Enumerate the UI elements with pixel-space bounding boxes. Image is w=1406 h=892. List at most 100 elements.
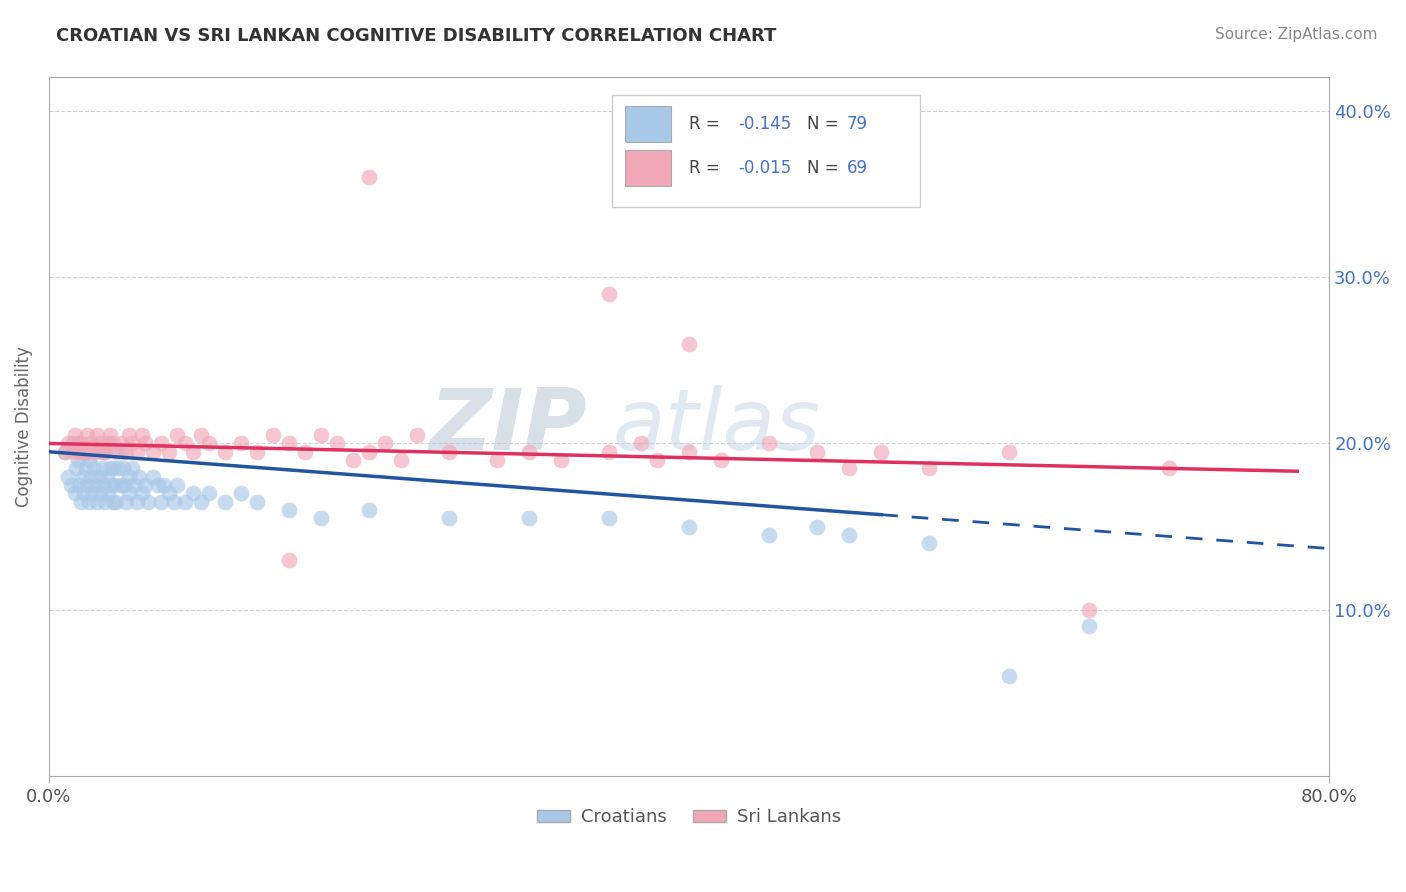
Point (72, 469, 94, 483)
Point (98, 428, 121, 442)
Point (70, 436, 93, 450)
Point (806, 444, 828, 458)
Point (214, 444, 236, 458)
Point (437, 444, 460, 458)
Point (90, 461, 112, 475)
Point (309, 511, 332, 525)
Point (77, 453, 100, 467)
Point (77, 444, 100, 458)
Point (96, 469, 118, 483)
Point (86, 494, 108, 508)
Point (63, 486, 86, 500)
Point (86, 428, 108, 442)
Point (62, 444, 84, 458)
Point (62, 436, 84, 450)
Text: R =: R = (689, 115, 725, 133)
Point (70, 444, 93, 458)
Point (73, 486, 96, 500)
Point (97, 486, 120, 500)
Point (114, 444, 136, 458)
Point (166, 428, 188, 442)
Point (678, 519, 700, 533)
Point (146, 478, 169, 492)
Text: atlas: atlas (612, 385, 820, 468)
Point (678, 444, 700, 458)
Point (53, 444, 76, 458)
Point (66, 453, 89, 467)
Point (598, 286, 620, 301)
Point (294, 444, 316, 458)
Legend: Croatians, Sri Lankans: Croatians, Sri Lankans (530, 801, 848, 833)
Point (114, 494, 136, 508)
Point (131, 486, 153, 500)
FancyBboxPatch shape (626, 106, 671, 143)
Point (163, 494, 186, 508)
FancyBboxPatch shape (626, 150, 671, 186)
Point (100, 478, 122, 492)
Text: N =: N = (807, 115, 844, 133)
Point (278, 436, 301, 450)
Point (142, 469, 165, 483)
Point (75, 461, 97, 475)
Point (645, 453, 668, 467)
Point (598, 511, 620, 525)
Point (246, 444, 269, 458)
Point (278, 503, 301, 517)
Point (73, 444, 96, 458)
Point (342, 453, 364, 467)
Point (181, 486, 204, 500)
Point (1159, 461, 1181, 475)
Point (174, 494, 197, 508)
Point (105, 444, 128, 458)
Point (79, 436, 101, 450)
FancyBboxPatch shape (612, 95, 920, 207)
Point (110, 444, 132, 458)
Point (153, 478, 176, 492)
Text: Source: ZipAtlas.com: Source: ZipAtlas.com (1215, 27, 1378, 42)
Point (1078, 619, 1101, 633)
Point (94, 494, 117, 508)
Point (56, 469, 79, 483)
Point (838, 528, 860, 542)
Point (93, 478, 115, 492)
Point (190, 428, 212, 442)
Point (89, 486, 111, 500)
Point (326, 436, 349, 450)
Point (67, 478, 90, 492)
Point (166, 478, 188, 492)
Point (870, 444, 893, 458)
Point (229, 436, 252, 450)
Point (76, 428, 98, 442)
Point (517, 511, 540, 525)
Point (65, 461, 87, 475)
Text: -0.145: -0.145 (738, 115, 792, 133)
Point (758, 528, 780, 542)
Point (98, 461, 121, 475)
Point (214, 494, 236, 508)
Point (190, 494, 212, 508)
Point (111, 461, 134, 475)
Text: 69: 69 (846, 160, 868, 178)
Point (110, 478, 132, 492)
Point (174, 436, 197, 450)
Point (66, 444, 89, 458)
Y-axis label: Cognitive Disability: Cognitive Disability (15, 346, 32, 508)
Point (101, 461, 124, 475)
Point (374, 436, 396, 450)
Point (107, 461, 129, 475)
Point (118, 469, 141, 483)
Point (73, 444, 96, 458)
Point (118, 486, 141, 500)
Point (53, 444, 76, 458)
Point (157, 444, 180, 458)
Text: N =: N = (807, 160, 844, 178)
Point (87, 469, 110, 483)
Point (486, 453, 509, 467)
Point (86, 444, 108, 458)
Point (437, 511, 460, 525)
Point (76, 478, 98, 492)
Point (112, 478, 135, 492)
Point (83, 461, 105, 475)
Point (142, 444, 165, 458)
Point (406, 428, 429, 442)
